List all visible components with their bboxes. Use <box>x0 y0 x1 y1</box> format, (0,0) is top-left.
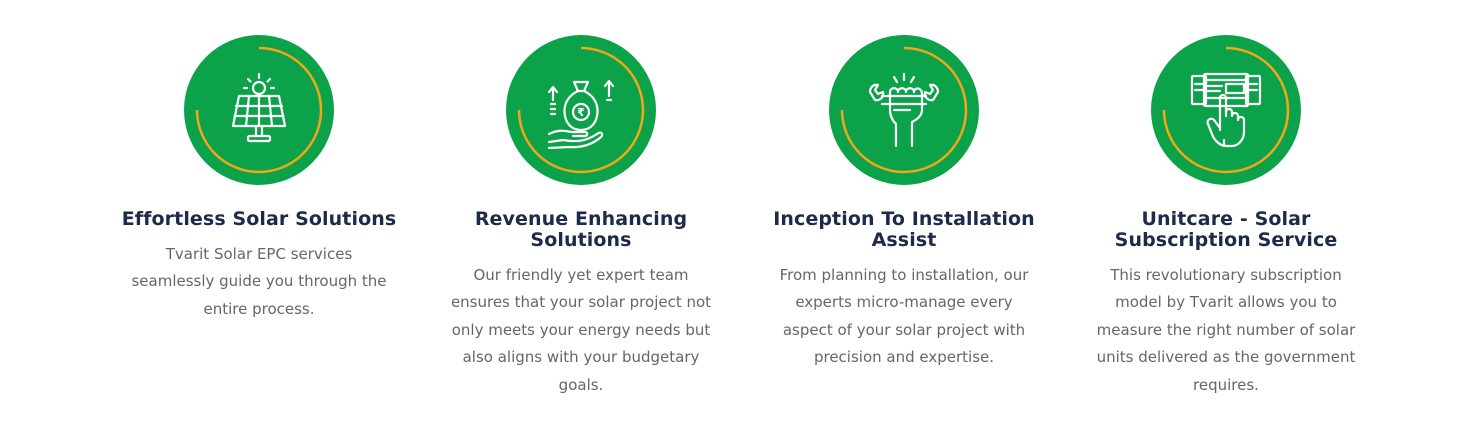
feature-card-effortless-solar: Effortless Solar Solutions Tvarit Solar … <box>119 35 399 323</box>
feature-title: Effortless Solar Solutions <box>121 208 397 230</box>
feature-badge: ₹ <box>506 35 656 185</box>
badge-circle <box>506 35 656 185</box>
hand-wrench-icon <box>868 72 940 148</box>
svg-text:₹: ₹ <box>577 106 585 119</box>
feature-badge <box>184 35 334 185</box>
feature-title: Unitcare - Solar Subscription Service <box>1114 208 1338 251</box>
solar-panel-icon <box>231 72 287 143</box>
feature-badge <box>829 35 979 185</box>
feature-description: Our friendly yet expert team ensures tha… <box>450 266 712 394</box>
hand-tap-dashboard-icon <box>1190 72 1262 148</box>
feature-badge <box>1151 35 1301 185</box>
feature-description: From planning to installation, our exper… <box>779 266 1029 367</box>
feature-title: Revenue Enhancing Solutions <box>474 208 688 251</box>
feature-card-unitcare: Unitcare - Solar Subscription Service Th… <box>1086 35 1366 399</box>
feature-card-revenue: ₹ Revenue Enhancing Solutions Our friend… <box>441 35 721 399</box>
feature-description: This revolutionary subscription model by… <box>1096 266 1356 394</box>
feature-card-inception: Inception To Installation Assist From pl… <box>764 35 1044 372</box>
money-bag-growth-icon: ₹ <box>547 79 615 150</box>
feature-description: Tvarit Solar EPC services seamlessly gui… <box>131 245 387 318</box>
feature-title: Inception To Installation Assist <box>773 208 1035 251</box>
